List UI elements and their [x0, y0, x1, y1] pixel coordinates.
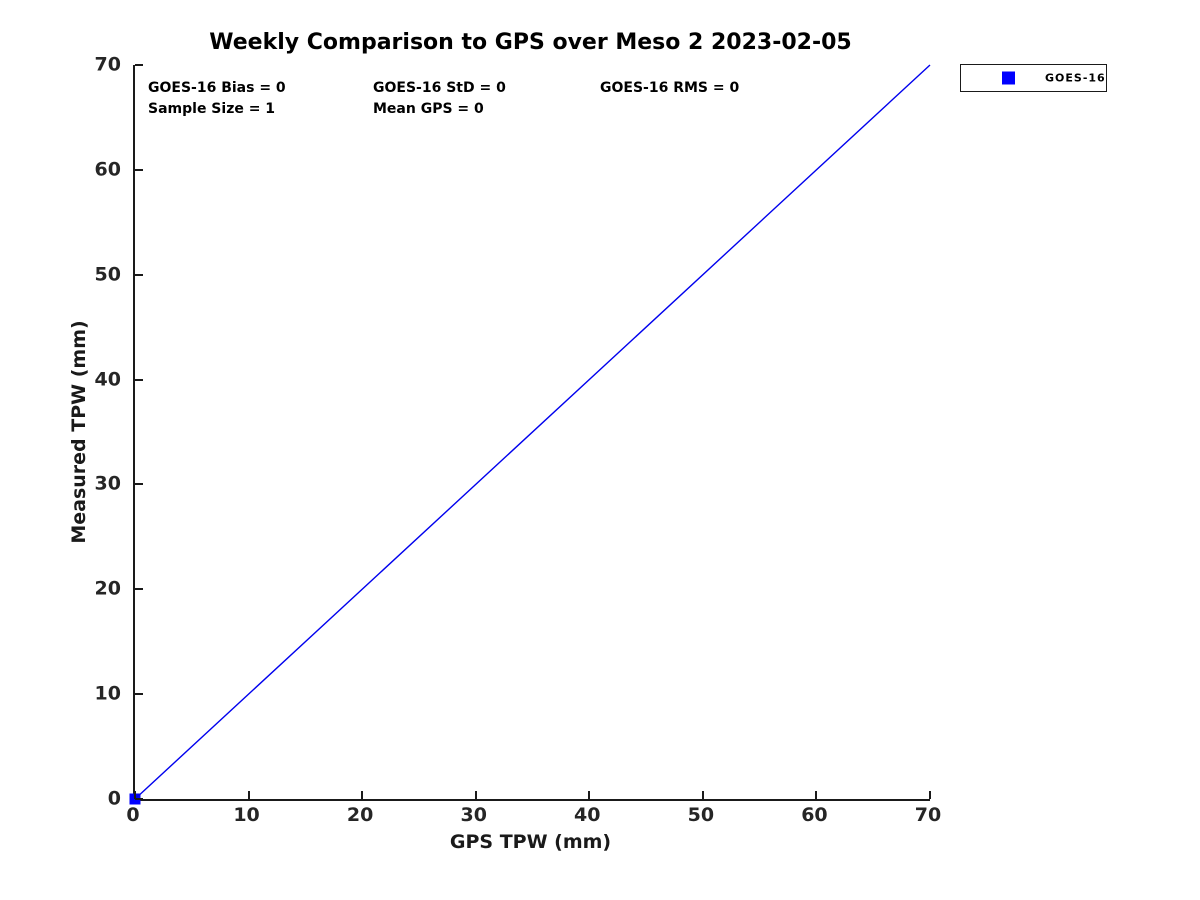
y-tick-mark: [135, 168, 143, 171]
chart-title: Weekly Comparison to GPS over Meso 2 202…: [209, 30, 852, 55]
x-tick-label: 40: [574, 804, 601, 826]
y-tick-mark: [135, 693, 143, 696]
x-axis-tick-labels: 0 10 20 30 40 50 60 70: [126, 804, 941, 830]
y-tick-mark: [135, 64, 143, 66]
x-tick-mark: [815, 791, 818, 799]
x-tick-label: 0: [126, 804, 140, 826]
y-tick-label: 20: [94, 577, 121, 600]
y-tick-mark: [135, 483, 143, 486]
y-tick-mark: [135, 798, 143, 800]
y-tick-label: 10: [94, 682, 121, 705]
y-tick-label: 0: [107, 787, 121, 810]
y-tick-label: 50: [94, 263, 121, 286]
y-tick-mark: [135, 378, 143, 381]
stat-rms: GOES-16 RMS = 0: [600, 80, 740, 96]
series-identity-line: [134, 64, 931, 800]
x-tick-label: 10: [233, 804, 260, 826]
legend-marker-square-icon: [1002, 71, 1015, 85]
x-tick-label: 30: [460, 804, 487, 826]
x-tick-label: 60: [801, 804, 828, 826]
y-axis-tick-labels: 0 10 20 30 40 50 60 70: [0, 55, 121, 808]
plot-canvas: [129, 64, 931, 805]
x-tick-mark: [247, 791, 250, 799]
stat-bias: GOES-16 Bias = 0: [148, 80, 286, 96]
x-axis-label: GPS TPW (mm): [449, 831, 612, 853]
plot-area: [129, 64, 931, 805]
legend-label: GOES-16: [1045, 71, 1106, 85]
x-tick-label: 20: [346, 804, 374, 826]
stat-sample-size: Sample Size = 1: [148, 101, 276, 117]
y-tick-label: 60: [94, 158, 121, 181]
y-tick-mark: [135, 273, 143, 276]
y-tick-label: 30: [94, 472, 121, 495]
x-tick-mark: [361, 791, 364, 799]
stat-mean-gps: Mean GPS = 0: [373, 101, 484, 117]
y-tick-label: 40: [94, 368, 121, 391]
y-tick-mark: [135, 588, 143, 591]
y-axis-label: Measured TPW (mm): [68, 320, 90, 544]
stat-std: GOES-16 StD = 0: [373, 80, 506, 96]
x-tick-mark: [929, 791, 931, 799]
x-tick-mark: [134, 791, 136, 799]
y-tick-label: 70: [94, 53, 121, 76]
x-tick-mark: [474, 791, 477, 799]
x-tick-label: 70: [914, 804, 942, 826]
x-tick-mark: [701, 791, 704, 799]
x-tick-mark: [588, 791, 591, 799]
legend-box: GOES-16: [960, 64, 1107, 92]
x-tick-label: 50: [687, 804, 715, 826]
